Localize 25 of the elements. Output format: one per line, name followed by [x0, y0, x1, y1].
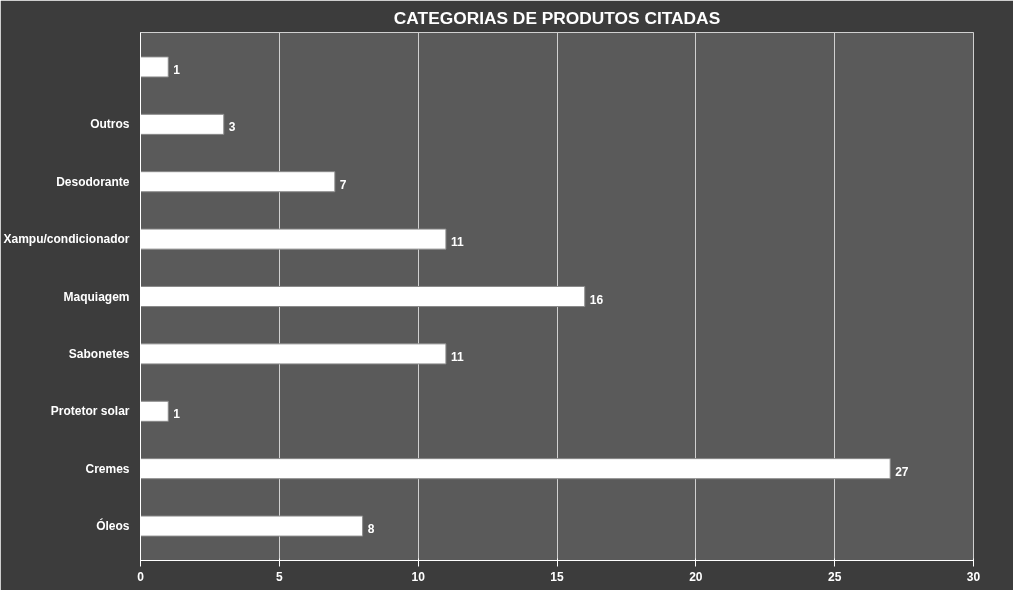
- data-label: 16: [589, 292, 604, 307]
- y-tick-label: Cremes: [85, 461, 130, 476]
- data-label: 1: [173, 62, 181, 77]
- y-tick-label: Maquiagem: [63, 289, 130, 304]
- x-tick-label: 15: [550, 569, 564, 584]
- data-label: 11: [450, 349, 464, 364]
- data-label: 27: [895, 464, 909, 479]
- data-label: 8: [367, 522, 375, 537]
- y-tick-label: Óleos: [96, 518, 130, 534]
- data-label: 11: [450, 235, 464, 250]
- x-tick-label: 30: [966, 569, 981, 584]
- y-tick-label: Xampu/condicionador: [3, 232, 130, 247]
- data-label: 1: [173, 407, 181, 422]
- chart-title: CATEGORIAS DE PRODUTOS CITADAS: [393, 7, 721, 28]
- y-tick-label: Desodorante: [56, 174, 130, 189]
- y-tick-label: Sabonetes: [68, 346, 130, 361]
- x-tick-label: 0: [137, 569, 145, 584]
- x-tick-label: 25: [827, 569, 842, 584]
- x-tick-label: 10: [411, 569, 426, 584]
- x-tick-label: 5: [276, 569, 283, 584]
- x-tick-label: 20: [689, 569, 703, 584]
- data-label: 3: [228, 120, 236, 135]
- y-tick-label: Protetor solar: [50, 404, 130, 419]
- data-label: 7: [339, 177, 347, 192]
- y-tick-label: Outros: [90, 117, 130, 132]
